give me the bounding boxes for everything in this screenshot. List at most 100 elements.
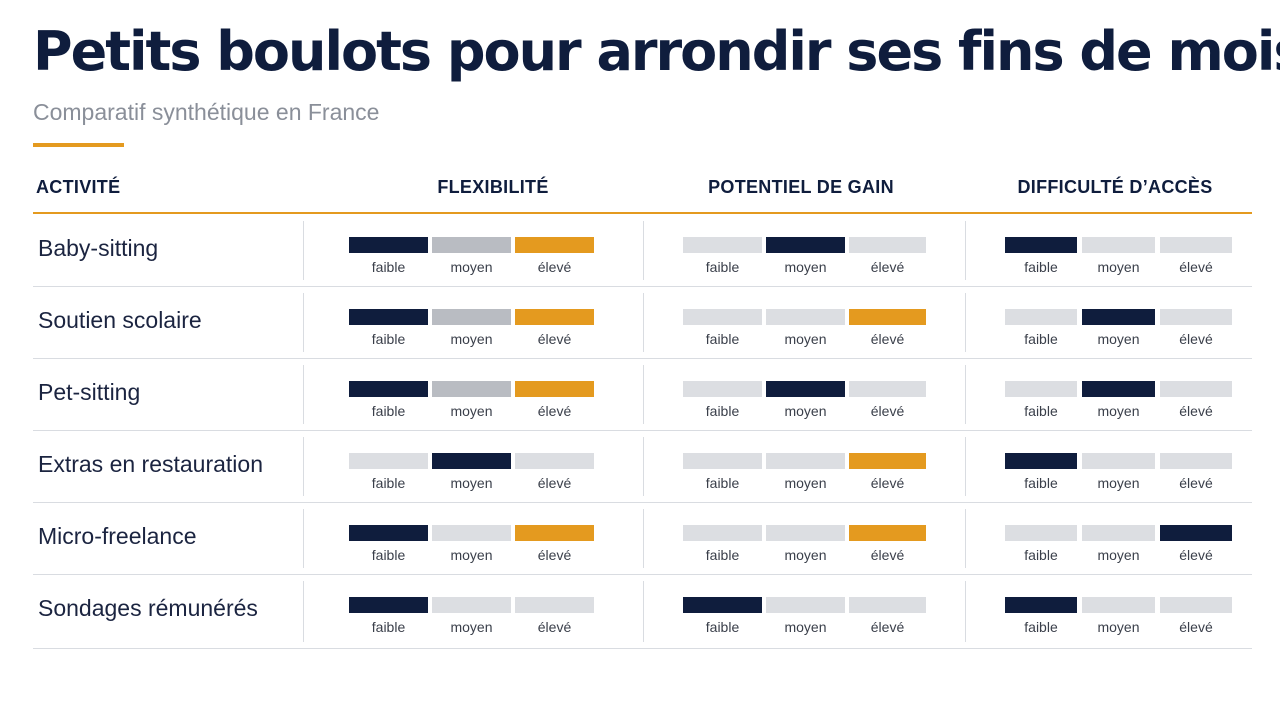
gain-segment-moyen (766, 381, 845, 397)
gain-segment-faible (683, 597, 762, 613)
difficulty-segment-moyen (1082, 309, 1155, 325)
column-divider (643, 437, 644, 496)
difficulty-segment-faible (1005, 381, 1077, 397)
level-label: moyen (1097, 475, 1140, 491)
level-label: élevé (870, 403, 905, 419)
gain-segment-élevé (849, 597, 926, 613)
gain-segment-moyen (766, 525, 845, 541)
level-label: moyen (784, 403, 827, 419)
table-row: Pet-sitting faible moyen élevé faible moyen él… (33, 359, 1252, 431)
table-row: Micro-freelance faible moyen élevé faible moy… (33, 503, 1252, 575)
activity-name: Extras en restauration (38, 451, 264, 477)
column-divider (643, 365, 644, 424)
level-label: faible (1024, 259, 1058, 275)
level-label: élevé (537, 619, 572, 635)
page-subtitle: Comparatif synthétique en France (33, 99, 380, 125)
level-label: faible (705, 547, 740, 563)
level-label: faible (705, 403, 740, 419)
level-label: faible (705, 331, 740, 347)
column-divider (643, 221, 644, 280)
level-label: moyen (1097, 331, 1140, 347)
level-label: élevé (537, 259, 572, 275)
comparison-table-body: Baby-sitting faible moyen élevé faible moyen é… (33, 215, 1252, 649)
flexibility-segment-faible (349, 525, 428, 541)
gain-segment-faible (683, 309, 762, 325)
difficulty-segment-élevé (1160, 525, 1232, 541)
header-difficulty: DIFFICULTÉ D’ACCÈS (1017, 177, 1213, 197)
level-label: faible (371, 547, 406, 563)
difficulty-segment-faible (1005, 525, 1077, 541)
activity-name: Baby-sitting (38, 235, 159, 261)
gain-segment-élevé (849, 381, 926, 397)
column-divider (965, 221, 966, 280)
level-label: moyen (450, 475, 493, 491)
flexibility-segment-moyen (432, 597, 511, 613)
level-label: moyen (784, 475, 827, 491)
level-label: faible (705, 619, 740, 635)
level-label: moyen (450, 619, 493, 635)
column-divider (643, 293, 644, 352)
level-label: faible (371, 403, 406, 419)
level-label: élevé (870, 619, 905, 635)
level-label: élevé (1179, 547, 1213, 563)
table-header: ACTIVITÉ FLEXIBILITÉ POTENTIEL DE GAIN D… (33, 165, 1252, 214)
column-divider (303, 365, 304, 424)
level-label: moyen (784, 619, 827, 635)
column-divider (303, 509, 304, 568)
level-label: moyen (1097, 619, 1140, 635)
difficulty-segment-élevé (1160, 381, 1232, 397)
flexibility-segment-moyen (432, 381, 511, 397)
gain-segment-faible (683, 525, 762, 541)
column-divider (965, 581, 966, 642)
level-label: élevé (537, 331, 572, 347)
gain-segment-faible (683, 453, 762, 469)
gain-segment-élevé (849, 453, 926, 469)
level-label: élevé (870, 547, 905, 563)
gain-segment-moyen (766, 597, 845, 613)
column-divider (643, 581, 644, 642)
gain-segment-élevé (849, 525, 926, 541)
level-label: moyen (450, 331, 493, 347)
level-label: moyen (1097, 259, 1140, 275)
level-label: faible (705, 475, 740, 491)
gain-segment-élevé (849, 309, 926, 325)
column-divider (303, 221, 304, 280)
difficulty-segment-moyen (1082, 381, 1155, 397)
level-label: faible (371, 259, 406, 275)
flexibility-segment-élevé (515, 381, 594, 397)
flexibility-segment-moyen (432, 453, 511, 469)
table-row: Baby-sitting faible moyen élevé faible moyen é… (33, 215, 1252, 287)
level-label: moyen (450, 547, 493, 563)
gain-segment-élevé (849, 237, 926, 253)
gain-segment-faible (683, 381, 762, 397)
difficulty-segment-faible (1005, 237, 1077, 253)
difficulty-segment-faible (1005, 453, 1077, 469)
column-divider (965, 365, 966, 424)
column-divider (303, 581, 304, 642)
level-label: élevé (537, 475, 572, 491)
column-divider (965, 509, 966, 568)
gain-segment-moyen (766, 309, 845, 325)
level-label: moyen (450, 403, 493, 419)
table-row: Sondages rémunérés faible moyen élevé faible… (33, 575, 1252, 649)
difficulty-segment-faible (1005, 309, 1077, 325)
level-label: moyen (784, 331, 827, 347)
level-label: faible (371, 619, 406, 635)
column-divider (643, 509, 644, 568)
level-label: moyen (1097, 403, 1140, 419)
flexibility-segment-élevé (515, 525, 594, 541)
difficulty-segment-moyen (1082, 453, 1155, 469)
difficulty-segment-élevé (1160, 453, 1232, 469)
difficulty-segment-élevé (1160, 597, 1232, 613)
level-label: élevé (537, 547, 572, 563)
level-label: élevé (1179, 259, 1213, 275)
level-label: faible (371, 475, 406, 491)
level-label: élevé (1179, 403, 1213, 419)
header-activity: ACTIVITÉ (36, 177, 121, 197)
table-row: Soutien scolaire faible moyen élevé faible mo… (33, 287, 1252, 359)
level-label: élevé (1179, 475, 1213, 491)
gain-segment-faible (683, 237, 762, 253)
level-label: faible (1024, 475, 1058, 491)
flexibility-segment-faible (349, 309, 428, 325)
column-divider (965, 437, 966, 496)
